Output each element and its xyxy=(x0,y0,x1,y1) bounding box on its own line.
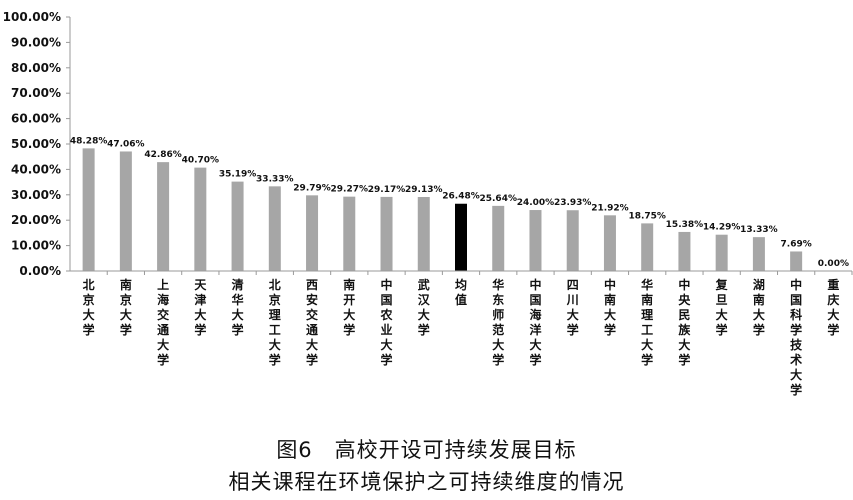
x-tick-label: 湖南大学 xyxy=(753,277,765,337)
x-tick-label: 中南大学 xyxy=(604,277,616,337)
data-label: 42.86% xyxy=(144,150,182,160)
data-label: 33.33% xyxy=(256,174,294,184)
figure-caption-line-2: 相关课程在环境保护之可持续维度的情况 xyxy=(228,470,625,494)
x-tick-label: 重庆大学 xyxy=(826,277,839,337)
y-tick-label: 90.00% xyxy=(11,35,61,49)
bar xyxy=(790,251,803,271)
bar xyxy=(268,186,281,271)
x-tick-label: 南京大学 xyxy=(120,277,132,337)
data-label: 21.92% xyxy=(591,203,629,213)
y-tick-label: 10.00% xyxy=(11,239,61,253)
bar xyxy=(306,195,319,271)
bar-chart: 0.00% 10.00% 20.00% 30.00% 40.00% 50.00% 60.00… xyxy=(3,10,853,397)
bar xyxy=(157,162,170,271)
x-tick-label: 均值 xyxy=(455,277,467,307)
data-label: 15.38% xyxy=(666,220,704,230)
bars xyxy=(82,148,803,271)
bar xyxy=(119,151,132,271)
x-tick-label: 华东师范大学 xyxy=(492,277,504,367)
bar xyxy=(752,237,765,271)
y-axis: 0.00% 10.00% 20.00% 30.00% 40.00% 50.00% 60.00… xyxy=(3,10,71,278)
bar xyxy=(492,205,505,271)
bar xyxy=(715,234,728,271)
bar-average xyxy=(455,203,467,271)
y-tick-label: 40.00% xyxy=(11,162,61,176)
y-tick-label: 70.00% xyxy=(11,86,61,100)
bar xyxy=(231,181,244,271)
y-tick-label: 30.00% xyxy=(11,188,61,202)
bar xyxy=(82,148,95,271)
bar xyxy=(529,210,542,271)
x-tick-label: 复旦大学 xyxy=(715,277,729,337)
bar xyxy=(380,196,393,271)
data-label: 40.70% xyxy=(182,156,220,166)
x-tick-label: 北京理工大学 xyxy=(269,277,281,367)
x-tick-label: 四川大学 xyxy=(566,278,579,337)
data-label: 25.64% xyxy=(479,194,517,204)
x-tick-label: 天津大学 xyxy=(194,278,207,337)
bar xyxy=(603,215,616,271)
x-tick-label: 西安交通大学 xyxy=(306,278,318,367)
data-label: 7.69% xyxy=(781,239,812,249)
bar xyxy=(343,196,356,271)
x-tick-label: 中国农业大学 xyxy=(380,277,393,367)
x-tick-label: 中央民族大学 xyxy=(678,277,691,367)
x-tick-label: 北京大学 xyxy=(83,277,95,337)
figure-caption-line-1: 图6 高校开设可持续发展目标 xyxy=(276,438,577,462)
x-tick-label: 清华大学 xyxy=(232,277,244,337)
y-tick-label: 80.00% xyxy=(11,61,61,75)
data-label: 24.00% xyxy=(517,198,555,208)
data-label: 13.33% xyxy=(740,225,778,235)
data-label: 18.75% xyxy=(628,211,666,221)
bar xyxy=(194,167,207,271)
data-labels: 48.28% 47.06%42.86%40.70% 35.19% 33.33%29.7… xyxy=(70,136,849,269)
x-tick-label: 上海交通大学 xyxy=(157,277,169,367)
x-tick-label: 武汉大学 xyxy=(418,277,431,337)
data-label: 0.00% xyxy=(818,259,849,269)
y-tick-label: 60.00% xyxy=(11,112,61,126)
data-label: 48.28% xyxy=(70,136,108,146)
x-tick-label: 华南理工大学 xyxy=(641,277,653,367)
x-axis: 北京大学 南京大学 上海交通大学 天津大学 清华大学 北京理工大学 西安交通大学 南开大学 中国… xyxy=(70,270,853,397)
bar xyxy=(678,231,691,271)
y-tick-label: 20.00% xyxy=(11,213,61,227)
data-label: 23.93% xyxy=(554,198,592,208)
data-label: 26.48% xyxy=(442,192,480,202)
data-label: 29.79% xyxy=(293,183,331,193)
bar xyxy=(566,210,579,271)
data-label: 29.13% xyxy=(405,185,443,195)
bar xyxy=(417,197,430,271)
data-label: 29.27% xyxy=(331,185,369,195)
bar xyxy=(641,223,654,271)
x-tick-label: 南开大学 xyxy=(343,277,355,337)
data-label: 35.19% xyxy=(219,170,257,180)
y-tick-label: 50.00% xyxy=(11,137,61,151)
y-tick-label: 0.00% xyxy=(19,264,61,278)
data-label: 29.17% xyxy=(368,185,406,195)
data-label: 47.06% xyxy=(107,139,145,149)
x-tick-label: 中国科学技术大学 xyxy=(789,277,803,397)
y-tick-label: 100.00% xyxy=(3,10,61,24)
x-tick-label: 中国海洋大学 xyxy=(529,277,541,367)
data-label: 14.29% xyxy=(703,223,741,233)
